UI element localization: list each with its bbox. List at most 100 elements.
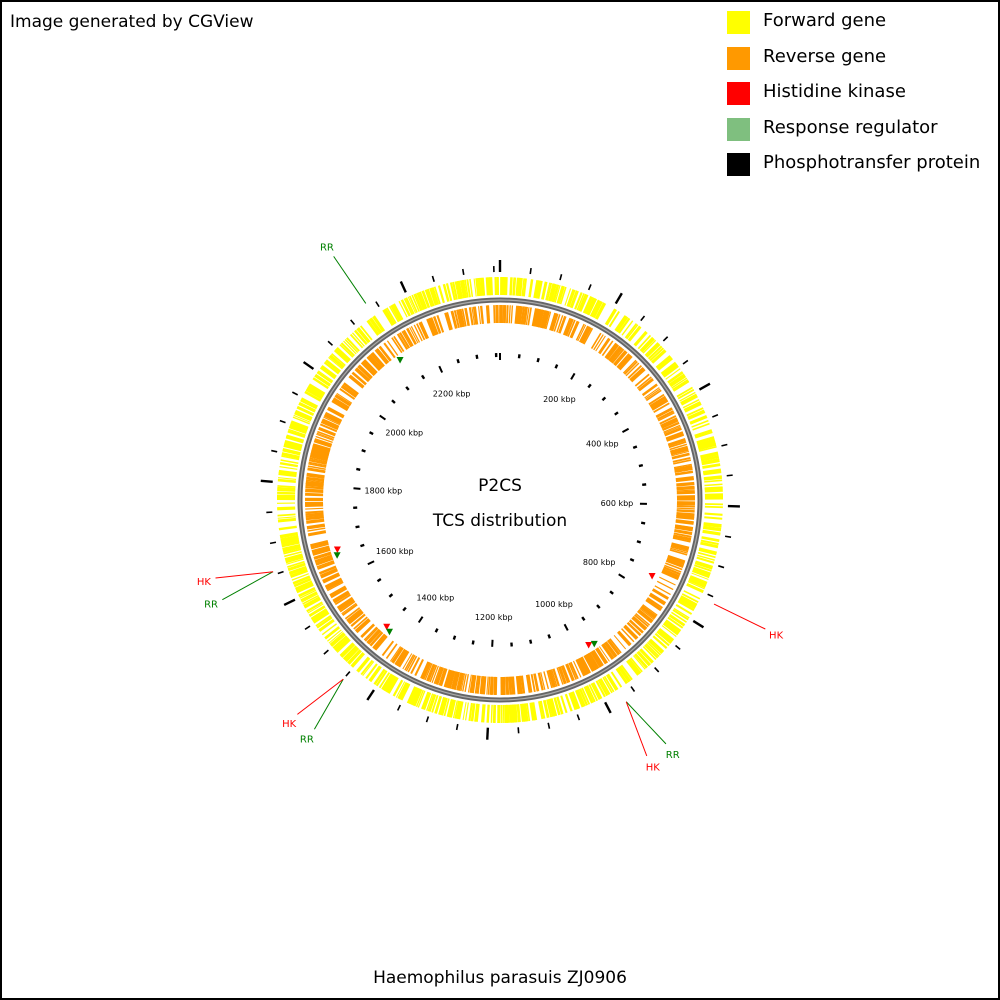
tick-label: 600 kbp (601, 499, 634, 508)
forward-gene-mark (607, 673, 619, 690)
forward-gene-mark (393, 303, 404, 320)
tick-label: 400 kbp (586, 439, 619, 448)
reverse-gene-mark (409, 326, 419, 344)
forward-gene-mark (576, 293, 585, 311)
forward-gene-mark (327, 629, 342, 642)
forward-gene-mark (435, 696, 443, 714)
forward-gene-mark (470, 703, 476, 722)
forward-gene-mark (650, 349, 666, 363)
outer-minor-tick (707, 593, 714, 598)
forward-gene-mark (284, 551, 302, 558)
reverse-gene-mark (402, 653, 413, 670)
reverse-gene-mark (312, 548, 331, 556)
forward-gene-mark (610, 671, 623, 688)
reverse-gene-mark (577, 324, 587, 342)
hk-callout-label: HK (646, 762, 661, 773)
outer-minor-tick (718, 565, 725, 569)
forward-gene-mark (281, 540, 300, 548)
forward-gene-mark (277, 486, 296, 491)
forward-gene-mark (382, 309, 394, 326)
reverse-gene-mark (510, 676, 515, 695)
forward-gene-mark (300, 591, 318, 602)
forward-gene-mark (360, 659, 374, 676)
reverse-gene-mark (424, 663, 433, 681)
reverse-gene-mark (315, 557, 334, 565)
reverse-gene-mark (515, 676, 520, 695)
reverse-gene-mark (599, 338, 611, 355)
reverse-gene-mark (618, 355, 633, 371)
reverse-gene-mark (565, 663, 575, 682)
reverse-gene-mark (674, 470, 694, 476)
reverse-gene-mark (590, 650, 603, 668)
reverse-gene-mark (446, 312, 453, 330)
reverse-gene-mark (674, 527, 693, 532)
hk-callout-line (713, 603, 766, 630)
forward-gene-mark (293, 577, 312, 588)
reverse-gene-mark (625, 362, 640, 377)
center-title: P2CS (478, 476, 522, 496)
forward-gene-mark (279, 532, 299, 539)
reverse-gene-mark (640, 606, 656, 619)
inner-minor-tick (471, 640, 475, 645)
rr-callout-label: RR (204, 600, 218, 611)
inner-minor-tick (402, 606, 407, 612)
reverse-gene-mark (646, 598, 662, 611)
forward-gene-mark (626, 659, 640, 676)
reverse-gene-mark (306, 476, 325, 482)
forward-gene-mark (672, 379, 689, 392)
reverse-gene-mark (389, 646, 402, 662)
reverse-gene-mark (522, 306, 528, 325)
forward-gene-mark (680, 394, 698, 406)
reverse-gene-mark (676, 481, 695, 487)
forward-gene-mark (671, 377, 688, 389)
reverse-gene-mark (560, 665, 570, 684)
forward-gene-mark (286, 558, 304, 565)
outer-major-tick (260, 479, 273, 484)
forward-gene-mark (324, 626, 341, 640)
reverse-gene-mark (418, 321, 428, 340)
reverse-gene-mark (593, 334, 604, 351)
reverse-gene-mark (460, 673, 466, 692)
reverse-gene-mark (339, 600, 356, 613)
reverse-gene-mark (664, 564, 682, 573)
reverse-gene-mark (558, 315, 567, 334)
forward-gene-mark (522, 703, 528, 722)
forward-gene-mark (279, 466, 298, 470)
forward-gene-mark (277, 478, 296, 484)
reverse-gene-mark (305, 507, 324, 510)
reverse-gene-mark (607, 639, 621, 655)
forward-gene-mark (300, 399, 318, 410)
forward-gene-mark (434, 695, 441, 714)
forward-gene-mark (534, 280, 541, 299)
legend-label: Forward gene (763, 10, 887, 31)
forward-gene-mark (287, 562, 306, 570)
reverse-gene-mark (672, 537, 691, 543)
forward-gene-mark (605, 674, 618, 691)
reverse-gene-mark (420, 661, 431, 680)
forward-gene-mark (687, 581, 705, 590)
forward-gene-mark (518, 277, 523, 297)
forward-gene-mark (426, 288, 435, 307)
inner-major-tick (417, 616, 424, 624)
forward-gene-mark (384, 675, 397, 693)
forward-gene-mark (333, 349, 350, 364)
forward-gene-mark (697, 551, 716, 559)
reverse-gene-mark (385, 643, 398, 660)
reverse-gene-mark (396, 333, 409, 350)
reverse-gene-mark (670, 448, 689, 456)
reverse-gene-mark (613, 350, 628, 367)
reverse-gene-mark (645, 599, 662, 612)
reverse-gene-mark (318, 426, 336, 437)
reverse-gene-mark (420, 321, 430, 339)
reverse-gene-mark (319, 423, 338, 433)
forward-gene-mark (694, 429, 713, 437)
reverse-gene-mark (321, 418, 340, 429)
reverse-gene-mark (586, 653, 598, 671)
forward-gene-mark (618, 317, 631, 334)
forward-gene-mark (521, 278, 525, 297)
forward-gene-mark (576, 689, 586, 707)
reverse-gene-mark (676, 515, 695, 520)
reverse-gene-mark (394, 648, 406, 665)
reverse-gene-mark (634, 373, 650, 387)
inner-minor-tick (636, 540, 642, 544)
